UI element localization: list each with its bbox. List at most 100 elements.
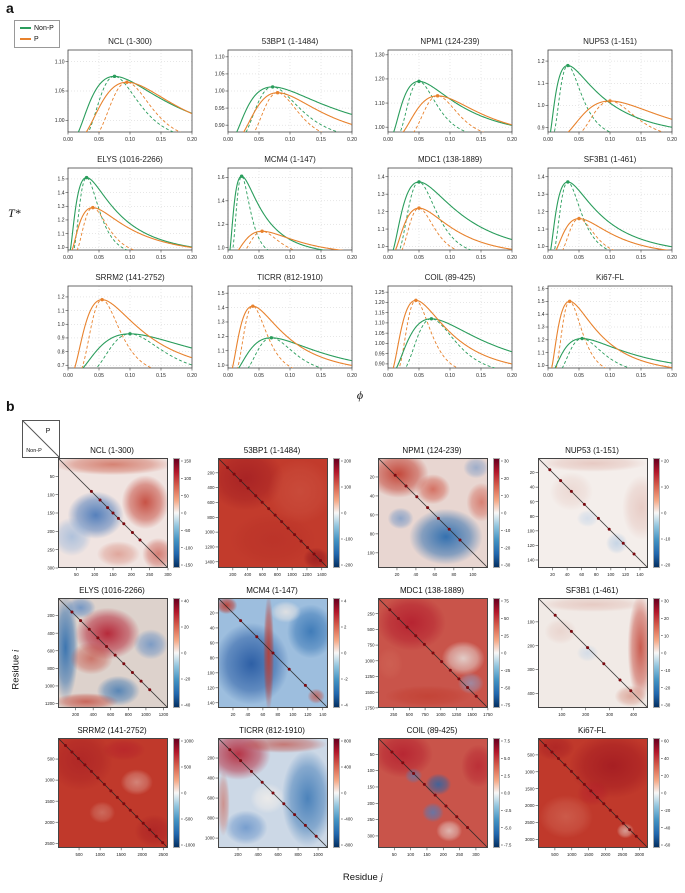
y-tick-label: 400 bbox=[47, 631, 55, 636]
critical-point-p bbox=[417, 206, 421, 210]
y-tick-label: 200 bbox=[47, 529, 55, 534]
contact-map-yticks: 20 40 60 80 100 120 140 bbox=[207, 611, 218, 705]
x-tick-label: 50 bbox=[392, 852, 397, 857]
x-tick-label: 600 bbox=[259, 572, 267, 577]
x-tick-label: 0.00 bbox=[543, 373, 553, 379]
contact-map-yticks: 200 400 600 800 1000 bbox=[205, 756, 218, 841]
x-tick-label: 0.00 bbox=[223, 373, 233, 379]
y-tick-label: 1.3 bbox=[378, 192, 385, 198]
critical-point-non_p bbox=[239, 174, 244, 178]
triangle-legend: P Non-P bbox=[22, 420, 60, 458]
x-tick-label: 200 bbox=[234, 852, 242, 857]
curve-non_p-solid bbox=[236, 86, 352, 132]
curve-non_p-dashed bbox=[245, 86, 340, 132]
x-tick-label: 0.05 bbox=[94, 137, 104, 143]
x-tick-label: 100 bbox=[407, 852, 415, 857]
y-tick-label: 1.05 bbox=[215, 72, 225, 78]
x-tick-label: 0.00 bbox=[383, 255, 393, 261]
y-tick-label: 1.0 bbox=[58, 245, 65, 251]
x-tick-label: 750 bbox=[422, 712, 430, 717]
contact-map-heatmap bbox=[538, 738, 648, 848]
colorbar-ticks: 30 20 10 0 -10 -20 -30 bbox=[661, 599, 671, 708]
critical-point-p bbox=[125, 80, 129, 84]
phase-plot-2: NPM1 (124-239) 0.00 0.05 0.10 0.15 0.20 1.00 1.… bbox=[375, 37, 517, 143]
y-tick-label: 0.95 bbox=[215, 106, 225, 112]
y-tick-label: 0.8 bbox=[58, 349, 65, 355]
y-tick-label: 1.4 bbox=[218, 199, 225, 205]
x-tick-label: 0.10 bbox=[605, 373, 615, 379]
contact-map-yticks: 100 200 300 400 bbox=[527, 619, 538, 696]
contact-map-xticks: 500 1000 1500 2000 2500 bbox=[75, 848, 169, 857]
x-tick-label: 150 bbox=[109, 572, 117, 577]
y-tick-label: 100 bbox=[367, 768, 375, 773]
y-tick-label: 300 bbox=[47, 566, 55, 571]
y-tick-label: 120 bbox=[207, 685, 215, 690]
contact-map-heatmap bbox=[538, 598, 648, 708]
colorbar-tick-label: 30 bbox=[504, 459, 509, 464]
colorbar-tick-label: 2 bbox=[344, 625, 347, 630]
colorbar-tick-label: -1000 bbox=[184, 843, 196, 848]
x-tick-label: 100 bbox=[289, 712, 297, 717]
y-tick-label: 1.1 bbox=[218, 348, 225, 354]
colorbar-tick-label: 150 bbox=[184, 459, 192, 464]
curve-non_p-dashed bbox=[399, 181, 473, 250]
y-tick-label: 1.4 bbox=[538, 174, 545, 180]
phase-plot-11: Ki67-FL 0.00 0.05 0.10 0.15 0.20 1.0 1.1 1.2 1.3 1… bbox=[538, 273, 678, 379]
curve-non_p-solid bbox=[238, 337, 352, 368]
colorbar-tick-label: -20 bbox=[504, 545, 511, 550]
x-tick-label: 0.10 bbox=[285, 373, 295, 379]
x-tick-label: 0.05 bbox=[254, 137, 264, 143]
y-tick-label: 40 bbox=[370, 494, 375, 499]
x-tick-label: 200 bbox=[72, 712, 80, 717]
x-tick-label: 1000 bbox=[567, 852, 577, 857]
curve-p-solid bbox=[555, 218, 670, 250]
colorbar bbox=[173, 598, 180, 708]
colorbar-tick-label: 0 bbox=[664, 651, 667, 656]
panel-b-grid: NCL (1-300) 50 100 150 200 250 300 50 100 150 200 2… bbox=[40, 446, 680, 866]
curve-non_p-solid bbox=[395, 318, 512, 368]
contact-map-title: SF3B1 (1-461) bbox=[565, 586, 619, 595]
critical-point-non_p bbox=[269, 336, 274, 340]
x-tick-label: 100 bbox=[469, 572, 477, 577]
y-tick-label: 500 bbox=[367, 627, 375, 632]
x-tick-label: 600 bbox=[274, 852, 282, 857]
y-tick-label: 2000 bbox=[525, 803, 535, 808]
x-tick-label: 60 bbox=[579, 572, 584, 577]
colorbar bbox=[333, 598, 340, 708]
y-tick-label: 1.4 bbox=[378, 174, 385, 180]
x-tick-label: 0.05 bbox=[94, 255, 104, 261]
x-tick-label: 0.10 bbox=[445, 255, 455, 261]
colorbar-tick-label: 4 bbox=[344, 599, 347, 604]
colorbar-tick-label: 800 bbox=[344, 739, 352, 744]
contact-map-cell-2: NPM1 (124-239) 20 40 60 80 100 20 40 60 80 100 30 20… bbox=[360, 446, 520, 586]
curve-p-solid bbox=[85, 81, 192, 132]
colorbar-tick-label: -75 bbox=[504, 703, 511, 708]
y-tick-label: 1.10 bbox=[215, 55, 225, 61]
x-tick-label: 1750 bbox=[483, 712, 493, 717]
y-tick-label: 1.2 bbox=[58, 295, 65, 301]
x-tick-label: 1200 bbox=[159, 712, 169, 717]
colorbar-tick-label: -500 bbox=[184, 817, 193, 822]
y-tick-label: 250 bbox=[367, 817, 375, 822]
x-tick-label: 250 bbox=[390, 712, 398, 717]
x-tick-label: 0.15 bbox=[476, 255, 486, 261]
panel-b-label: b bbox=[6, 398, 15, 414]
colorbar-tick-label: 1000 bbox=[184, 739, 194, 744]
x-tick-label: 40 bbox=[414, 572, 419, 577]
phase-plot-4: ELYS (1016-2266) 0.00 0.05 0.10 0.15 0.20 1.0 1… bbox=[58, 155, 198, 261]
contact-map-xticks: 50 100 150 200 250 300 bbox=[392, 848, 480, 857]
y-tick-label: 1.5 bbox=[58, 177, 65, 183]
y-tick-label: 250 bbox=[47, 547, 55, 552]
colorbar bbox=[653, 458, 660, 568]
y-tick-label: 1.00 bbox=[55, 118, 65, 124]
colorbar bbox=[493, 598, 500, 708]
y-tick-label: 1.5 bbox=[218, 291, 225, 297]
x-tick-label: 3000 bbox=[635, 852, 645, 857]
y-tick-label: 1000 bbox=[365, 658, 375, 663]
subplot-title: MDC1 (138-1889) bbox=[418, 155, 482, 164]
x-tick-label: 600 bbox=[107, 712, 115, 717]
contact-map-yticks: 500 1000 1500 2000 2500 bbox=[45, 757, 58, 846]
x-tick-label: 0.15 bbox=[476, 373, 486, 379]
x-tick-label: 0.15 bbox=[156, 137, 166, 143]
colorbar-tick-label: 0 bbox=[664, 511, 667, 516]
